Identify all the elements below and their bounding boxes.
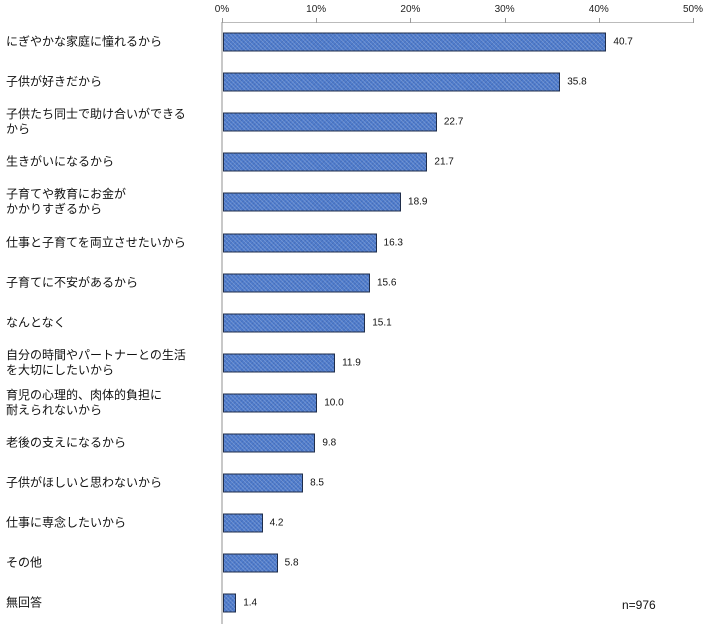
bar <box>223 112 437 132</box>
x-tick-label: 20% <box>400 4 421 15</box>
category-label: 生きがいになるから <box>6 154 115 169</box>
category-label: 老後の支えになるから <box>6 435 127 450</box>
value-label: 21.7 <box>434 156 454 168</box>
x-tick-label: 10% <box>306 4 327 15</box>
x-tick-mark <box>598 18 600 23</box>
value-label: 22.7 <box>443 116 464 128</box>
category-label: 育児の心理的、肉体的負担に 耐えられないから <box>6 387 163 417</box>
y-axis-line <box>221 22 223 624</box>
x-tick-mark <box>693 18 694 23</box>
bar <box>223 513 263 533</box>
value-label: 18.9 <box>408 196 428 208</box>
value-label: 4.2 <box>269 517 284 529</box>
x-axis-line <box>222 22 693 23</box>
bar <box>223 553 278 573</box>
category-label: 子供が好きだから <box>6 74 103 89</box>
value-label: 16.3 <box>383 237 403 248</box>
category-label: 自分の時間やパートナーとの生活 を大切にしたいから <box>6 347 186 377</box>
x-tick-label: 0% <box>214 4 230 15</box>
sample-size-label: n=976 <box>622 598 656 612</box>
value-label: 40.7 <box>613 36 633 48</box>
bar <box>223 273 370 293</box>
category-label: 子育てに不安があるから <box>6 275 139 290</box>
bar <box>223 192 402 212</box>
x-tick-label: 50% <box>682 4 704 15</box>
value-label: 35.8 <box>567 76 587 88</box>
bar <box>223 473 304 493</box>
category-label: 子育てや教育にお金が かかりすぎるから <box>6 187 127 217</box>
value-label: 10.0 <box>324 397 344 409</box>
category-label: にぎやかな家庭に憧れるから <box>6 34 163 49</box>
value-label: 5.8 <box>284 557 299 569</box>
bar <box>223 593 237 613</box>
x-tick-mark <box>410 18 412 23</box>
x-tick-label: 30% <box>494 4 515 15</box>
bar <box>223 353 336 373</box>
category-label: なんとなく <box>6 315 66 330</box>
category-label: 子供たち同士で助け合いができる から <box>6 107 186 137</box>
bar <box>223 433 316 453</box>
x-tick-mark <box>504 18 506 23</box>
x-tick-mark <box>222 18 223 23</box>
value-label: 15.1 <box>372 317 392 329</box>
bar <box>223 32 607 52</box>
value-label: 1.4 <box>243 597 258 609</box>
category-label: 子供がほしいと思わないから <box>6 475 163 490</box>
bar <box>223 152 428 172</box>
category-label: 無回答 <box>6 595 43 610</box>
x-tick-label: 40% <box>588 4 609 15</box>
bar <box>223 393 318 413</box>
value-label: 15.6 <box>376 277 397 289</box>
value-label: 11.9 <box>342 357 361 369</box>
bar <box>223 72 561 92</box>
bar <box>223 233 377 252</box>
category-label: 仕事に専念したいから <box>6 515 127 530</box>
x-tick-mark <box>316 18 318 23</box>
category-label: その他 <box>6 555 43 570</box>
category-label: 仕事と子育てを両立させたいから <box>6 235 186 249</box>
bar <box>223 313 366 333</box>
value-label: 9.8 <box>322 437 337 449</box>
value-label: 8.5 <box>310 477 324 489</box>
